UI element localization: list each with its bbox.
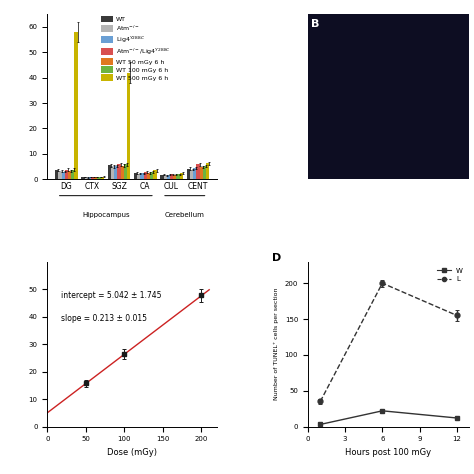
Bar — [114, 166, 118, 179]
Bar — [127, 73, 130, 179]
Bar — [85, 177, 88, 179]
Bar — [94, 177, 98, 179]
Bar — [100, 177, 104, 179]
X-axis label: Hours post 100 mGy: Hours post 100 mGy — [346, 448, 432, 457]
Bar — [55, 170, 58, 179]
Bar — [180, 173, 183, 179]
Bar — [150, 172, 153, 179]
Bar — [108, 165, 111, 179]
Bar — [98, 177, 100, 179]
Bar — [120, 166, 124, 179]
Text: D: D — [273, 254, 282, 264]
Bar — [65, 170, 68, 179]
Bar — [147, 173, 150, 179]
Bar — [124, 164, 127, 179]
Bar — [164, 175, 167, 179]
Bar — [144, 172, 147, 179]
Legend: W, L: W, L — [434, 265, 466, 285]
Bar — [200, 167, 203, 179]
Bar — [206, 164, 209, 179]
Bar — [187, 169, 190, 179]
Bar — [74, 32, 78, 179]
Bar — [170, 174, 173, 179]
X-axis label: Dose (mGy): Dose (mGy) — [107, 448, 157, 457]
Bar — [196, 164, 200, 179]
Bar — [134, 173, 137, 179]
Text: Cerebellum: Cerebellum — [165, 212, 205, 218]
Text: intercept = 5.042 ± 1.745: intercept = 5.042 ± 1.745 — [61, 292, 162, 301]
Bar — [203, 166, 206, 179]
Bar — [137, 173, 140, 179]
Bar — [193, 168, 196, 179]
Legend: WT, Atm$^{-/-}$, Lig4$^{Y288C}$, Atm$^{-/-}$/Lig4$^{Y288C}$, WT 50 mGy 6 h, WT 1: WT, Atm$^{-/-}$, Lig4$^{Y288C}$, Atm$^{-… — [101, 16, 171, 81]
Bar — [62, 172, 65, 179]
Bar — [88, 177, 91, 179]
Bar — [140, 173, 144, 179]
Text: slope = 0.213 ± 0.015: slope = 0.213 ± 0.015 — [61, 314, 147, 323]
Text: B: B — [311, 19, 319, 29]
Bar — [68, 171, 71, 179]
Bar — [160, 174, 164, 179]
Bar — [82, 177, 85, 179]
Bar — [71, 170, 74, 179]
Text: Hippocampus: Hippocampus — [82, 212, 129, 218]
Y-axis label: Number of TUNEL⁺ cells per section: Number of TUNEL⁺ cells per section — [274, 288, 279, 401]
Bar — [91, 177, 94, 179]
Bar — [190, 170, 193, 179]
Text: TUNEL/Ki67/DAPI: TUNEL/Ki67/DAPI — [292, 76, 298, 118]
Bar — [173, 174, 176, 179]
Bar — [118, 164, 120, 179]
Bar — [167, 174, 170, 179]
Bar — [176, 174, 180, 179]
Bar — [153, 170, 156, 179]
Bar — [111, 166, 114, 179]
Bar — [58, 171, 62, 179]
